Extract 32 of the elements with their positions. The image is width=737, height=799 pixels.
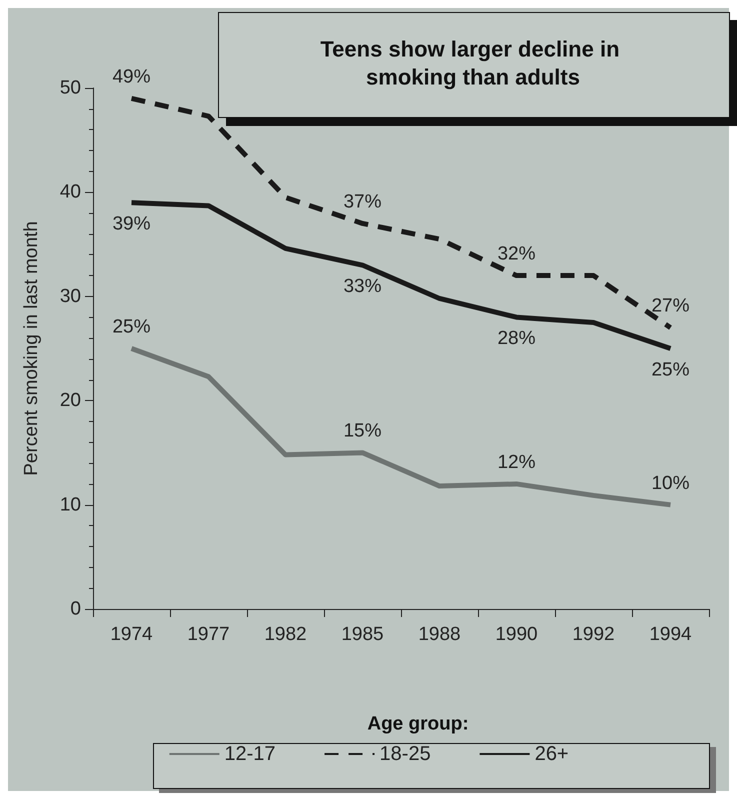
x-tick-label: 1994: [649, 624, 692, 645]
data-label: 25%: [651, 360, 690, 380]
y-tick-label: 0: [70, 598, 81, 620]
x-tick-label: 1992: [572, 624, 615, 645]
data-label: 10%: [651, 472, 690, 494]
y-axis-title: Percent smoking in last month: [21, 221, 42, 476]
x-tick-label: 1977: [187, 624, 230, 645]
x-tick-label: 1988: [418, 624, 461, 645]
legend-label: 18-25: [380, 743, 431, 765]
data-label: 28%: [497, 328, 536, 350]
data-label: 15%: [343, 420, 382, 442]
chart-title: Teens show larger decline in smoking than adults: [320, 36, 626, 90]
data-label: 32%: [497, 244, 536, 265]
legend-label: 12-17: [224, 743, 276, 765]
data-label: 25%: [112, 316, 151, 338]
legend-label: 26+: [534, 743, 569, 765]
y-tick-label: 50: [60, 78, 81, 98]
data-label: 39%: [112, 214, 151, 235]
legend-title: Age group:: [367, 714, 469, 734]
y-tick-label: 30: [60, 286, 81, 307]
x-tick-label: 1985: [341, 624, 384, 645]
data-label: 37%: [343, 191, 382, 212]
x-tick-label: 1990: [495, 624, 538, 645]
y-tick-label: 20: [60, 390, 81, 412]
data-label: 33%: [343, 276, 382, 298]
y-tick-label: 10: [60, 494, 81, 516]
data-label: 49%: [112, 66, 151, 88]
x-tick-label: 1974: [110, 624, 154, 645]
y-tick-label: 40: [60, 182, 81, 203]
x-tick-label: 1982: [264, 624, 307, 645]
data-label: 27%: [651, 296, 690, 317]
data-label: 12%: [497, 452, 536, 473]
